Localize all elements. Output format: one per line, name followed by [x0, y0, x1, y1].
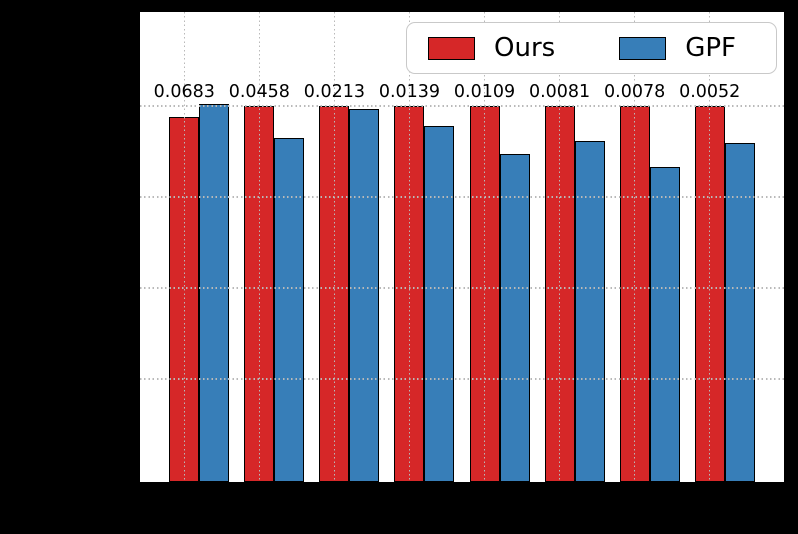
bar-value-label: 0.0081: [528, 82, 591, 103]
gpf-bar: [424, 125, 455, 482]
ours-bar: [544, 106, 575, 482]
gpf-bar: [199, 104, 230, 482]
ours-bar: [169, 117, 200, 482]
ours-bar: [319, 106, 350, 482]
vertical-gridline: [708, 12, 711, 482]
ours-bar: [619, 106, 650, 482]
gpf-bar: [349, 109, 380, 482]
gpf-bar: [499, 153, 530, 482]
vertical-gridline: [333, 12, 336, 482]
bar-value-label: 0.0458: [228, 82, 290, 103]
bar-value-label: 0.0052: [679, 82, 741, 103]
bars-layer: [140, 12, 784, 482]
legend-swatch-ours: [428, 36, 475, 60]
vertical-gridline: [408, 12, 411, 482]
bar-value-label: 0.0683: [153, 82, 215, 103]
legend-swatch-gpf: [619, 36, 667, 60]
legend: Ours GPF: [406, 22, 777, 74]
gpf-bar: [274, 137, 305, 482]
bar-value-label: 0.0213: [303, 82, 366, 103]
bar-value-label: 0.0139: [378, 82, 441, 103]
ours-bar: [244, 106, 275, 482]
bar-value-label: 0.0078: [604, 82, 666, 103]
vertical-gridline: [258, 12, 261, 482]
grid-layer: [140, 12, 784, 482]
ours-bar: [394, 106, 425, 482]
vertical-gridline: [558, 12, 561, 482]
horizontal-gridline: [140, 196, 784, 198]
ours-bar: [694, 106, 725, 482]
bar-labels-layer: 0.0683 0.0458 0.0213 0.0139 0.0109 0.0081 0.00…: [140, 12, 784, 482]
gpf-bar: [574, 140, 605, 482]
gpf-bar: [724, 143, 755, 482]
horizontal-gridline: [140, 378, 784, 380]
legend-label-ours: Ours: [494, 33, 556, 63]
vertical-gridline: [633, 12, 636, 482]
gpf-bar: [649, 166, 680, 482]
plot-area: 0.0683 0.0458 0.0213 0.0139 0.0109 0.0081 0.00…: [138, 10, 786, 484]
ours-bar: [469, 106, 500, 482]
vertical-gridline: [183, 12, 186, 482]
bar-value-label: 0.0109: [453, 82, 516, 103]
vertical-gridline: [483, 12, 486, 482]
legend-label-gpf: GPF: [685, 33, 736, 63]
horizontal-gridline: [140, 105, 784, 107]
horizontal-gridline: [140, 287, 784, 289]
